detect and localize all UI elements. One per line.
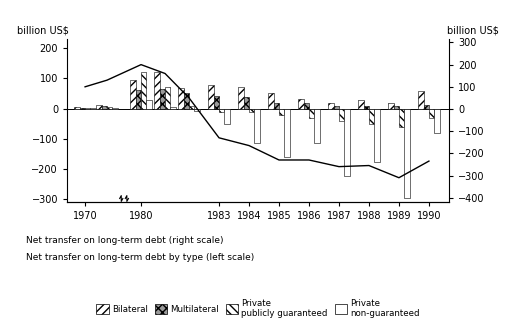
Bar <box>154 72 159 109</box>
Bar <box>374 109 380 162</box>
Bar <box>405 109 410 198</box>
Bar <box>214 96 219 109</box>
Bar <box>394 106 399 109</box>
Bar <box>268 93 273 109</box>
Bar <box>147 100 152 109</box>
Bar <box>184 94 189 109</box>
Bar <box>364 106 369 109</box>
Bar <box>136 90 141 109</box>
Bar <box>244 97 249 109</box>
Bar <box>195 109 200 111</box>
Bar <box>298 99 303 109</box>
Bar <box>102 106 107 109</box>
Bar <box>170 107 175 109</box>
Bar <box>328 103 333 109</box>
Bar <box>131 80 136 109</box>
Bar <box>344 109 349 176</box>
Bar <box>399 109 404 127</box>
Bar <box>304 103 309 109</box>
Bar <box>90 108 95 109</box>
Bar <box>85 108 90 109</box>
Text: Net transfer on long-term debt by type (left scale): Net transfer on long-term debt by type (… <box>26 253 254 262</box>
Bar <box>74 107 79 109</box>
Bar <box>224 109 230 124</box>
Bar <box>389 103 394 109</box>
Bar <box>238 87 244 109</box>
Bar <box>273 102 279 109</box>
Text: billion US$: billion US$ <box>447 26 498 36</box>
Bar <box>249 109 254 112</box>
Legend: Bilateral, Multilateral, Private
publicly guaranteed, Private
non-guaranteed: Bilateral, Multilateral, Private publicl… <box>93 295 423 322</box>
Bar <box>314 109 319 143</box>
Text: Net transfer on long-term debt (right scale): Net transfer on long-term debt (right sc… <box>26 236 223 245</box>
Bar <box>418 91 424 109</box>
Bar <box>309 109 314 118</box>
Bar <box>107 107 112 109</box>
Bar <box>219 109 224 112</box>
Bar <box>429 109 434 118</box>
Bar <box>165 87 170 109</box>
Bar <box>434 109 440 133</box>
Bar <box>208 85 214 109</box>
Bar <box>334 106 339 109</box>
Bar <box>80 108 85 109</box>
Bar <box>179 88 184 109</box>
Bar <box>160 89 165 109</box>
Bar <box>279 109 284 115</box>
Bar <box>112 108 118 109</box>
Bar <box>284 109 289 157</box>
Bar <box>369 109 374 124</box>
Text: billion US$: billion US$ <box>18 26 69 36</box>
Bar <box>254 109 260 143</box>
Bar <box>424 105 429 109</box>
Bar <box>96 105 102 109</box>
Bar <box>189 106 195 109</box>
Bar <box>141 72 147 109</box>
Bar <box>339 109 344 121</box>
Bar <box>358 100 364 109</box>
